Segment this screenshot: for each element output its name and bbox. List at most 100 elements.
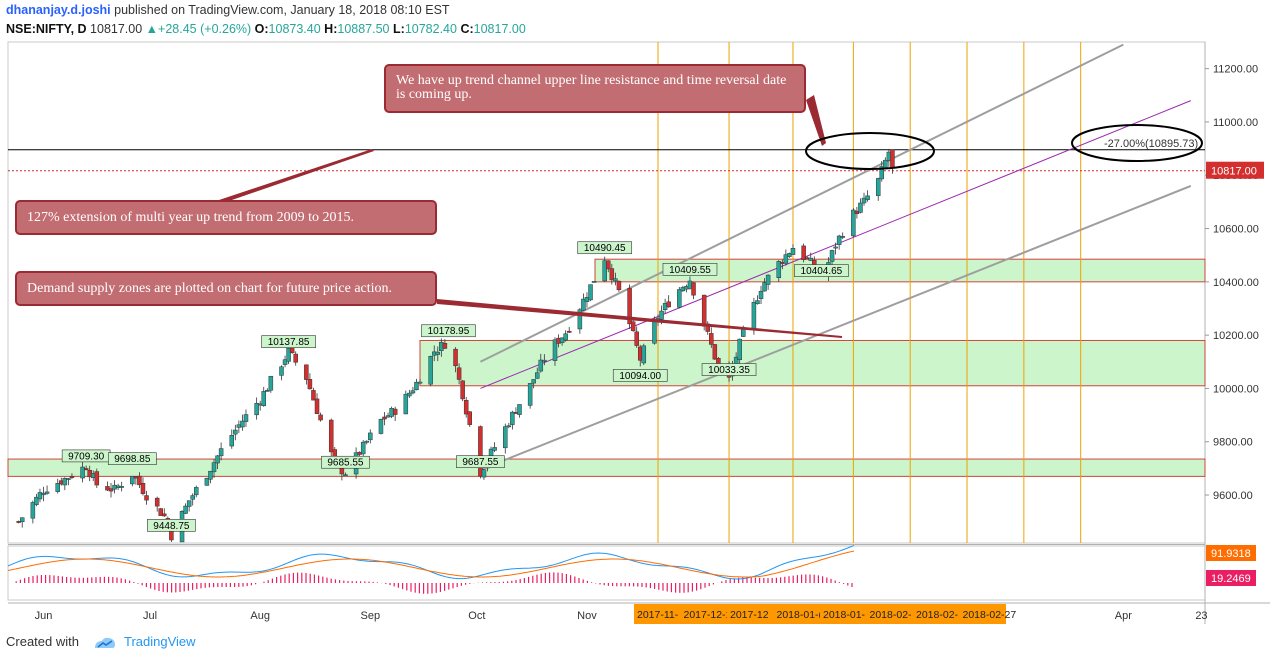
candle-body [840,236,845,238]
candle-body [559,337,565,344]
author-link[interactable]: dhananjay.d.joshi [6,3,111,17]
pivot-label-box [612,369,668,382]
candle-body [456,367,462,380]
callout-extension[interactable]: 127% extension of multi year up trend fr… [15,200,437,235]
candle-body [506,425,512,428]
candle-body [44,491,50,494]
candle-body [808,257,813,261]
candle-body [261,391,266,406]
y-tick-label: 11200.00 [1213,64,1258,76]
candle-body [428,355,433,385]
y-tick-label: 9800.00 [1213,437,1253,449]
candle-body [492,447,497,451]
candle-body [368,432,373,441]
pivot-label: 10404.65 [801,266,843,277]
candle-body [80,466,85,479]
candle-body [829,250,835,262]
candle-body [233,429,238,435]
candle-body [19,517,25,522]
candle-body [318,414,323,421]
candle-body [137,475,142,486]
macd-signal-line [7,550,855,578]
candle-body [144,495,149,501]
close-label: C: [460,22,474,36]
candle-body [890,149,895,169]
candle-body [154,497,160,507]
time-date-box [959,604,1006,624]
candle-body [510,411,515,425]
time-date-label: 2018-02- [870,609,913,621]
candle-body [531,379,536,384]
y-tick-label: 10400.00 [1213,277,1259,289]
tradingview-link[interactable]: TradingView [124,634,196,649]
channel-lower-line [480,184,1192,471]
macd-hist-value-tag [1206,570,1256,586]
candle-body [282,359,288,365]
time-date-label: 2018-02- [916,609,959,621]
candle-body [69,476,75,478]
high-value: 10887.50 [337,22,390,36]
pivot-label-box [456,455,505,469]
macd-value: 91.9318 [1211,548,1251,560]
x-tick-label: Sep [361,610,381,622]
candle-body [94,471,100,486]
candle-body [783,254,789,264]
time-date-label: 2017-11- [637,609,679,621]
candle-body [652,321,657,344]
candle-body [130,475,135,485]
callout-zones[interactable]: Demand supply zones are plotted on chart… [15,271,437,306]
pivot-label-box [701,363,757,376]
demand-supply-zone [7,458,1206,477]
candle-body [591,281,597,283]
candle-body [254,403,259,416]
candle-body [478,426,483,477]
pivot-label-box [662,262,718,276]
callout-arrow-zones [437,299,842,338]
candle-body [563,333,568,341]
candle-body [861,197,867,204]
candle-body [858,202,863,213]
time-date-box [820,604,867,624]
time-date-label: 2017-12 [730,609,769,621]
candle-body [641,345,647,364]
symbol-name[interactable]: NSE:NIFTY, D [6,22,87,36]
pivot-label: 9687.55 [462,457,499,468]
last-price-label: 10817.00 [1211,166,1257,178]
candle-body [503,426,508,449]
candle-body [304,364,309,380]
pivot-label: 10094.00 [619,371,661,382]
candle-body [467,411,473,425]
candle-body [328,419,334,453]
indicator-pane [7,545,1206,601]
fib-level-label: -27.00%(10895.73) [1104,138,1198,150]
candle-body [140,483,146,494]
time-date-box [634,604,681,624]
y-tick-label: 10000.00 [1213,383,1259,395]
candle-body [403,393,409,415]
open-label: O: [254,22,269,36]
candle-body [527,383,533,406]
macd-hist-value: 19.2469 [1211,573,1251,585]
candle-body [215,455,220,464]
candle-body [83,468,89,471]
candle-body [37,492,43,500]
x-tick-label: Jul [143,610,157,622]
time-date-label: 2017-12-1 [684,609,732,621]
published-text: published on TradingView.com, January 18… [114,3,450,17]
candle-body [588,284,593,301]
candle-body [534,372,540,379]
candle-body [566,330,572,333]
candle-body [311,390,316,401]
channel-upper-line [479,43,1124,363]
callout-trend-resistance[interactable]: We have up trend channel upper line resi… [384,64,806,113]
time-date-box [866,604,913,624]
pivot-label-box [421,324,476,338]
candle-body [392,408,398,415]
candle-body [360,441,366,455]
candle-body [538,359,544,372]
low-label: L: [393,22,405,36]
candle-body [289,347,295,353]
candle-body [186,500,192,507]
y-tick-label: 11000.00 [1213,117,1258,129]
